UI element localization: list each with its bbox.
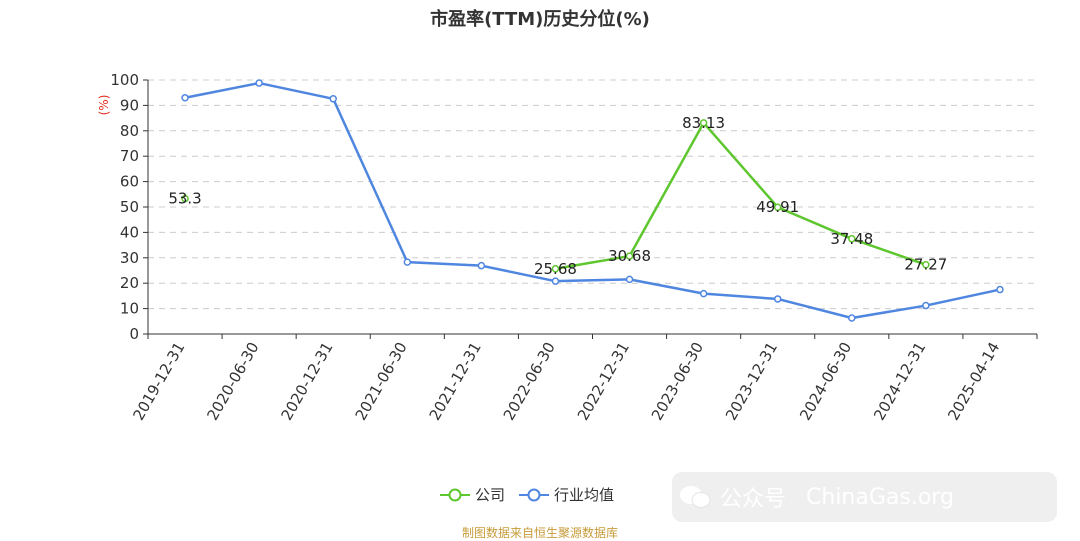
y-tick-label: 40 bbox=[120, 223, 139, 241]
data-point bbox=[403, 258, 412, 266]
x-tick-label: 2023-12-31 bbox=[722, 339, 781, 424]
y-tick-label: 20 bbox=[120, 274, 139, 292]
y-tick-label: 100 bbox=[110, 71, 139, 89]
legend-item-industry[interactable]: 行业均值 bbox=[519, 484, 614, 505]
data-point bbox=[181, 194, 189, 203]
x-tick-label: 2019-12-31 bbox=[129, 339, 188, 424]
data-point bbox=[477, 261, 486, 270]
data-point bbox=[551, 265, 560, 273]
y-tick-label: 30 bbox=[120, 249, 139, 267]
grid-lines bbox=[148, 79, 1037, 310]
series-line bbox=[184, 81, 1001, 320]
axes: 0 10 20 30 40 50 60 70 80 90 100 (%) 2019-12-31 2020-… bbox=[97, 71, 1038, 424]
y-tick-label: 60 bbox=[120, 173, 139, 191]
y-tick-label: 80 bbox=[120, 122, 139, 140]
data-point bbox=[625, 275, 634, 284]
x-tick-label: 2022-06-30 bbox=[500, 339, 559, 424]
data-point bbox=[699, 289, 708, 298]
x-tick-label: 2022-12-31 bbox=[574, 339, 633, 424]
x-tick-label: 2020-12-31 bbox=[277, 339, 336, 424]
watermark-account: 公众号 bbox=[720, 487, 787, 512]
data-point bbox=[848, 235, 856, 243]
x-tick-label: 2024-12-31 bbox=[870, 339, 929, 424]
x-tick-label: 2023-06-30 bbox=[648, 339, 707, 424]
y-tick-label: 10 bbox=[120, 300, 139, 318]
data-source-note: 制图数据来自恒生聚源数据库 bbox=[461, 526, 618, 540]
x-tick-label: 2020-06-30 bbox=[203, 339, 262, 424]
y-tick-label: 50 bbox=[120, 198, 139, 216]
series-layer bbox=[181, 79, 1004, 322]
y-axis-label: (%) bbox=[97, 95, 111, 116]
y-tick-label: 90 bbox=[120, 96, 139, 114]
x-tick-label: 2025-04-14 bbox=[944, 339, 1003, 424]
data-point bbox=[255, 79, 263, 87]
data-point bbox=[181, 94, 189, 102]
x-tick-label: 2024-06-30 bbox=[796, 339, 855, 424]
data-label: 37.48 bbox=[830, 230, 873, 248]
data-point bbox=[329, 95, 337, 103]
data-label: 27.27 bbox=[904, 256, 947, 274]
data-label: 30.68 bbox=[608, 247, 651, 265]
legend-industry-symbol-icon bbox=[519, 488, 550, 501]
legend-industry-label: 行业均值 bbox=[554, 486, 615, 504]
data-label: 49.91 bbox=[756, 198, 799, 216]
series-line bbox=[555, 121, 927, 271]
legend-company-label: 公司 bbox=[475, 486, 506, 504]
data-point bbox=[625, 252, 634, 260]
data-point bbox=[922, 260, 930, 269]
data-point bbox=[922, 301, 930, 310]
data-point bbox=[848, 314, 856, 322]
data-label: 83.13 bbox=[682, 114, 725, 132]
data-labels: 53.3 25.68 30.68 83.13 49.91 37.48 27.27 bbox=[168, 114, 947, 278]
wechat-icon bbox=[680, 486, 711, 508]
data-point bbox=[996, 285, 1004, 294]
legend-item-company[interactable]: 公司 bbox=[440, 484, 505, 505]
legend: 公司 行业均值 bbox=[440, 484, 628, 505]
data-point bbox=[699, 119, 708, 127]
data-point bbox=[773, 203, 782, 211]
y-tick-label: 70 bbox=[120, 147, 139, 165]
y-tick-label: 0 bbox=[129, 325, 139, 343]
watermark-site: ChinaGas.org bbox=[806, 484, 954, 510]
data-label: 53.3 bbox=[168, 190, 201, 208]
data-point bbox=[773, 295, 782, 303]
x-tick-label: 2021-12-31 bbox=[426, 339, 485, 424]
x-tick-label: 2021-06-30 bbox=[352, 339, 411, 424]
watermark: 公众号 ChinaGas.org bbox=[672, 472, 1057, 522]
chart-title: 市盈率(TTM)历史分位(%) bbox=[430, 9, 650, 30]
data-point bbox=[551, 277, 560, 285]
legend-company-symbol-icon bbox=[440, 488, 470, 501]
data-label: 25.68 bbox=[534, 260, 577, 278]
